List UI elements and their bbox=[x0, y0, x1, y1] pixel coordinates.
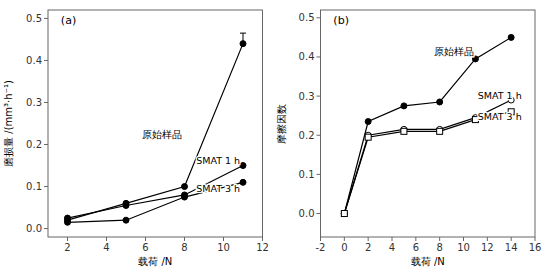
x-tick-label: 16 bbox=[529, 242, 542, 253]
point bbox=[123, 202, 129, 208]
panel-title: (a) bbox=[61, 14, 76, 27]
x-tick bbox=[415, 237, 416, 241]
annotation: SMAT 1 h bbox=[196, 155, 240, 166]
figure: 2 4 6 8 10 12 0.0 0.1 0.2 0.3 0.4 0.5 载荷 /N 磨损量 /(mm³… bbox=[0, 0, 545, 269]
annotation: SMAT 3 h bbox=[196, 183, 240, 194]
y-tick bbox=[317, 135, 321, 136]
point bbox=[341, 211, 347, 217]
x-tick bbox=[392, 237, 393, 241]
y-tick-label: 0.2 bbox=[299, 130, 315, 141]
series-line bbox=[68, 182, 244, 222]
x-tick-label: 2 bbox=[64, 242, 70, 253]
y-axis-label: 磨损量 /(mm³·h⁻¹) bbox=[3, 80, 14, 167]
y-tick-label: 0.1 bbox=[26, 181, 42, 192]
x-tick-label: 14 bbox=[505, 242, 518, 253]
data-area bbox=[65, 33, 247, 225]
point bbox=[123, 217, 129, 223]
y-tick-label: 0.5 bbox=[26, 13, 42, 24]
y-axis-label: 摩擦因数 bbox=[276, 104, 287, 144]
panel: 2 4 6 8 10 12 0.0 0.1 0.2 0.3 0.4 0.5 载荷 /N 磨损量 /(mm³… bbox=[3, 10, 269, 267]
y-tick-label: 0.3 bbox=[299, 91, 315, 102]
y-tick-label: 0.0 bbox=[26, 223, 42, 234]
y-tick bbox=[44, 60, 48, 61]
x-tick bbox=[184, 237, 185, 241]
x-tick-label: 8 bbox=[436, 242, 442, 253]
point bbox=[240, 41, 246, 47]
x-tick bbox=[535, 237, 536, 241]
x-tick bbox=[67, 237, 68, 241]
point bbox=[341, 211, 347, 217]
x-tick-label: 10 bbox=[457, 242, 470, 253]
y-tick bbox=[317, 96, 321, 97]
x-tick bbox=[320, 237, 321, 241]
y-tick-label: 0.5 bbox=[299, 12, 315, 23]
y-tick bbox=[317, 213, 321, 214]
x-tick-label: 10 bbox=[217, 242, 230, 253]
y-tick-label: 0.0 bbox=[299, 208, 315, 219]
panel-title: (b) bbox=[333, 14, 349, 27]
point bbox=[437, 128, 443, 134]
x-axis-label: 载荷 /N bbox=[138, 256, 172, 267]
y-tick-label: 0.3 bbox=[26, 97, 42, 108]
y-tick bbox=[44, 18, 48, 19]
x-tick bbox=[145, 237, 146, 241]
x-tick-label: 12 bbox=[481, 242, 494, 253]
x-tick-label: 2 bbox=[365, 242, 371, 253]
y-tick bbox=[317, 56, 321, 57]
x-tick-label: 6 bbox=[413, 242, 419, 253]
point bbox=[365, 119, 371, 125]
series-line bbox=[68, 166, 244, 219]
point bbox=[182, 194, 188, 200]
annotation: 原始样品 bbox=[142, 129, 182, 140]
point bbox=[472, 56, 478, 62]
data-area bbox=[341, 34, 514, 216]
point bbox=[341, 211, 347, 217]
x-tick bbox=[487, 237, 488, 241]
annotation: 原始样品 bbox=[434, 46, 474, 57]
x-tick bbox=[439, 237, 440, 241]
x-tick-label: 0 bbox=[341, 242, 347, 253]
point bbox=[240, 163, 246, 169]
x-tick-label: 12 bbox=[256, 242, 269, 253]
series-line bbox=[68, 44, 244, 221]
x-tick bbox=[106, 237, 107, 241]
y-tick-label: 0.1 bbox=[299, 169, 315, 180]
y-tick bbox=[44, 102, 48, 103]
x-tick-label: 4 bbox=[389, 242, 395, 253]
x-tick-label: 8 bbox=[181, 242, 187, 253]
x-axis-label: 载荷 /N bbox=[411, 256, 445, 267]
point bbox=[240, 179, 246, 185]
panel: -2 0 2 4 6 8 10 12 14 16 0.0 0.1 0.2 0.3 0.4 0.5 载荷 /N 摩擦… bbox=[276, 10, 542, 267]
x-tick-label: 6 bbox=[142, 242, 148, 253]
x-tick bbox=[262, 237, 263, 241]
annotation: SMAT 1 h bbox=[478, 90, 522, 101]
y-tick-label: 0.2 bbox=[26, 139, 42, 150]
point bbox=[401, 128, 407, 134]
point bbox=[437, 99, 443, 105]
x-tick-label: 4 bbox=[103, 242, 109, 253]
x-tick-label: -2 bbox=[316, 242, 326, 253]
point bbox=[65, 219, 71, 225]
y-tick bbox=[317, 17, 321, 18]
annotation: SMAT 3 h bbox=[478, 111, 522, 122]
y-tick-label: 0.4 bbox=[299, 51, 315, 62]
point bbox=[401, 103, 407, 109]
point bbox=[182, 184, 188, 190]
x-tick bbox=[344, 237, 345, 241]
x-tick bbox=[511, 237, 512, 241]
y-tick bbox=[44, 186, 48, 187]
y-tick bbox=[317, 174, 321, 175]
series-line bbox=[344, 112, 511, 214]
y-tick bbox=[44, 144, 48, 145]
plot-frame bbox=[321, 10, 536, 237]
x-tick bbox=[368, 237, 369, 241]
series-line bbox=[344, 37, 511, 213]
point bbox=[365, 134, 371, 140]
point bbox=[508, 34, 514, 40]
y-tick-label: 0.4 bbox=[26, 55, 42, 66]
x-tick bbox=[223, 237, 224, 241]
y-tick bbox=[44, 228, 48, 229]
plot-frame bbox=[48, 10, 263, 237]
x-tick bbox=[463, 237, 464, 241]
